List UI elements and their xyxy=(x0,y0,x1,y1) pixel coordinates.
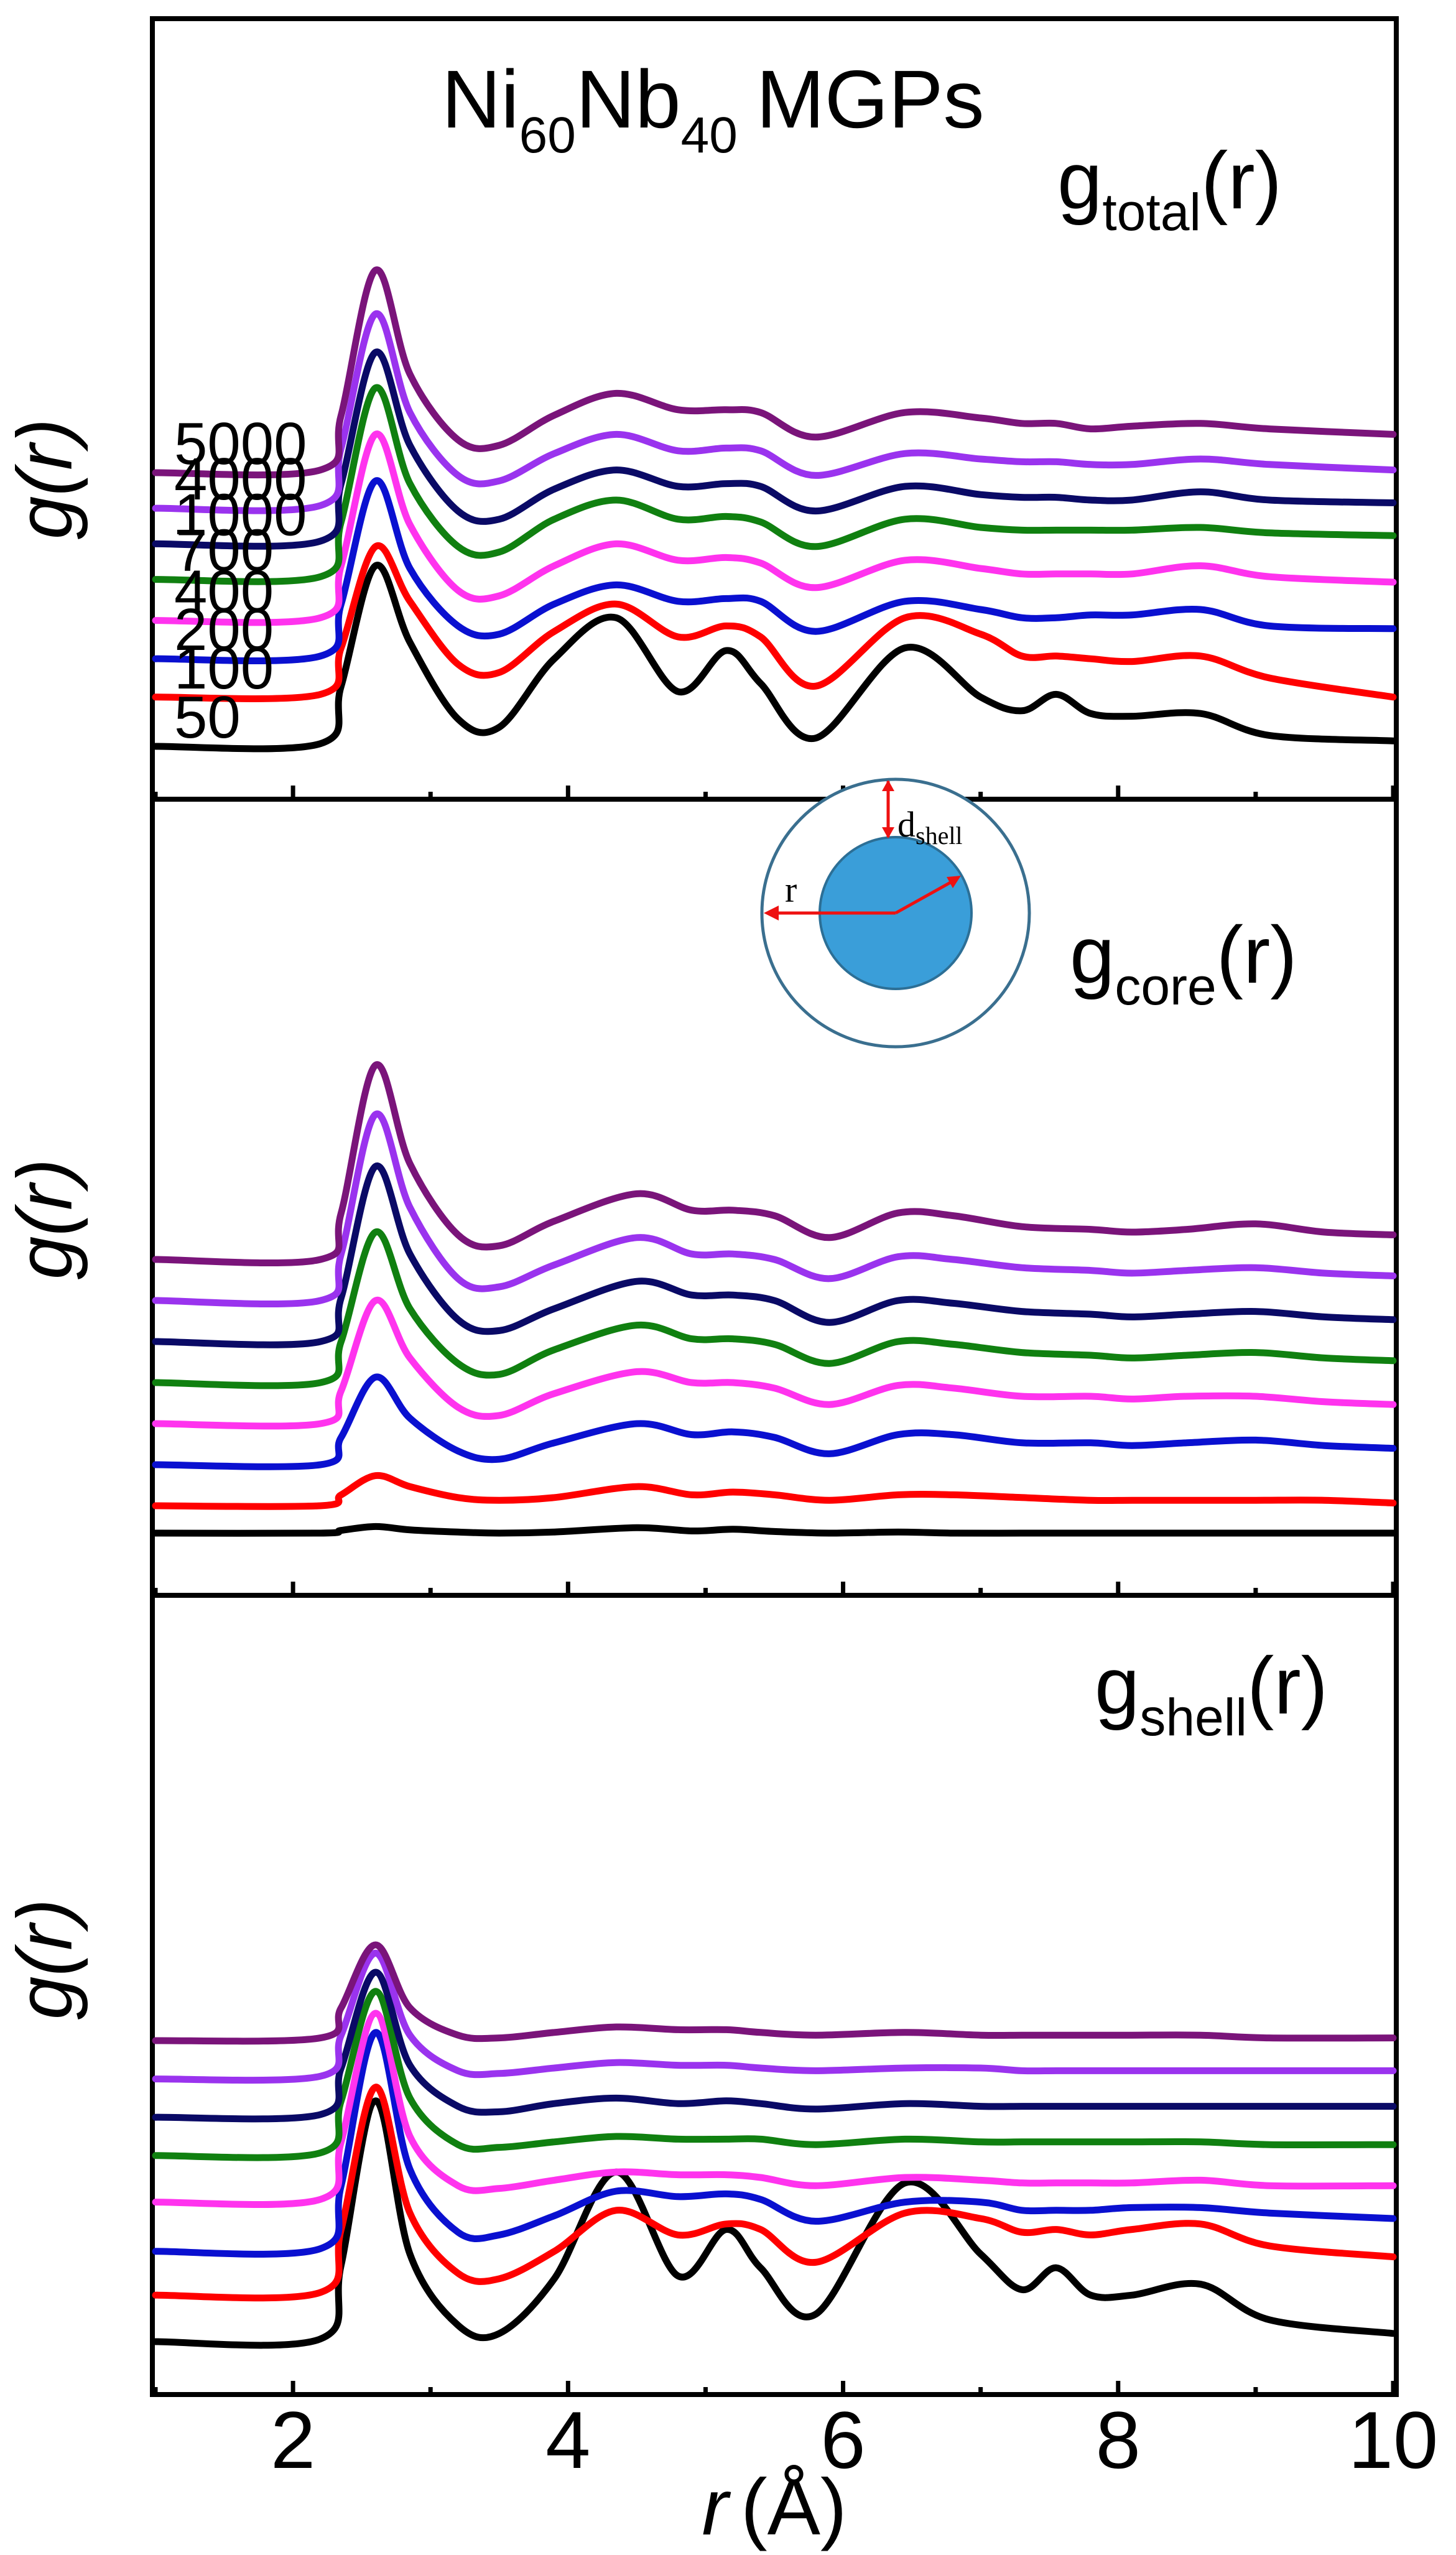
rate-label-700: 700 xyxy=(174,517,274,584)
panel-label-core: gcore(r) xyxy=(1070,909,1297,1016)
curve-shell-4000 xyxy=(152,1949,1397,2084)
curve-core-50 xyxy=(152,1523,1397,1537)
curves-shell xyxy=(152,1941,1397,2349)
curve-total-200 xyxy=(152,477,1397,664)
curve-total-700 xyxy=(152,384,1397,585)
ylabel-shell: g(r) xyxy=(2,1899,88,2019)
curve-shell-1000 xyxy=(152,1968,1397,2123)
curve-core-5000 xyxy=(152,1061,1397,1267)
curves-core xyxy=(152,1061,1397,1537)
curve-total-100 xyxy=(152,542,1397,702)
x-tick-label-4: 4 xyxy=(545,2395,590,2485)
panel-label-shell: gshell(r) xyxy=(1095,1640,1328,1746)
curve-shell-700 xyxy=(152,1988,1397,2161)
rate-label-400: 400 xyxy=(174,559,274,625)
inset-core-radius xyxy=(894,878,956,915)
curve-core-100 xyxy=(152,1472,1397,1510)
x-tick-labels: 2 4 6 8 10 xyxy=(271,2395,1438,2485)
inset-d-arrowhead-bottom xyxy=(882,827,894,838)
chart-title: Ni60Nb40 MGPs xyxy=(442,53,985,164)
inset-schematic: r dshell xyxy=(760,777,1031,1049)
rate-label-200: 200 xyxy=(174,596,274,663)
curve-total-400 xyxy=(152,430,1397,626)
curve-shell-50 xyxy=(152,2097,1397,2349)
inset-r-arrowhead xyxy=(764,906,779,920)
x-tick-label-6: 6 xyxy=(820,2395,865,2485)
x-tick-label-8: 8 xyxy=(1096,2395,1141,2485)
inset-d-arrowhead-top xyxy=(882,780,894,791)
ylabel-core: g(r) xyxy=(2,1159,88,1279)
rate-label-50: 50 xyxy=(174,684,241,751)
inset-core-arrowhead xyxy=(947,876,961,888)
x-ticks xyxy=(153,786,1396,2395)
rate-label-4000: 4000 xyxy=(174,446,307,512)
curve-shell-400 xyxy=(152,2010,1397,2208)
curve-total-50 xyxy=(152,562,1397,753)
panel-shell-frame xyxy=(150,1593,1399,2397)
rate-label-5000: 5000 xyxy=(174,410,307,477)
inset-r-label: r xyxy=(785,869,797,910)
curve-core-700 xyxy=(152,1228,1397,1389)
rate-label-1000: 1000 xyxy=(174,481,307,548)
curve-core-200 xyxy=(152,1373,1397,1470)
curves-total xyxy=(152,266,1397,753)
curve-shell-5000 xyxy=(152,1941,1397,2045)
curve-shell-200 xyxy=(152,2029,1397,2258)
curve-total-4000 xyxy=(152,310,1397,514)
curve-core-4000 xyxy=(152,1110,1397,1308)
curve-total-5000 xyxy=(152,266,1397,479)
x-tick-label-2: 2 xyxy=(271,2395,315,2485)
curve-core-400 xyxy=(152,1296,1397,1430)
x-axis-label: r (Å) xyxy=(702,2463,846,2552)
panel-label-total: gtotal(r) xyxy=(1057,135,1282,241)
curve-shell-100 xyxy=(152,2084,1397,2302)
curve-core-1000 xyxy=(152,1162,1397,1348)
ylabel-total: g(r) xyxy=(2,419,88,539)
x-tick-label-10: 10 xyxy=(1348,2395,1439,2485)
rate-label-100: 100 xyxy=(174,635,274,702)
inset-d-label: dshell xyxy=(897,804,963,850)
curve-total-1000 xyxy=(152,348,1397,550)
